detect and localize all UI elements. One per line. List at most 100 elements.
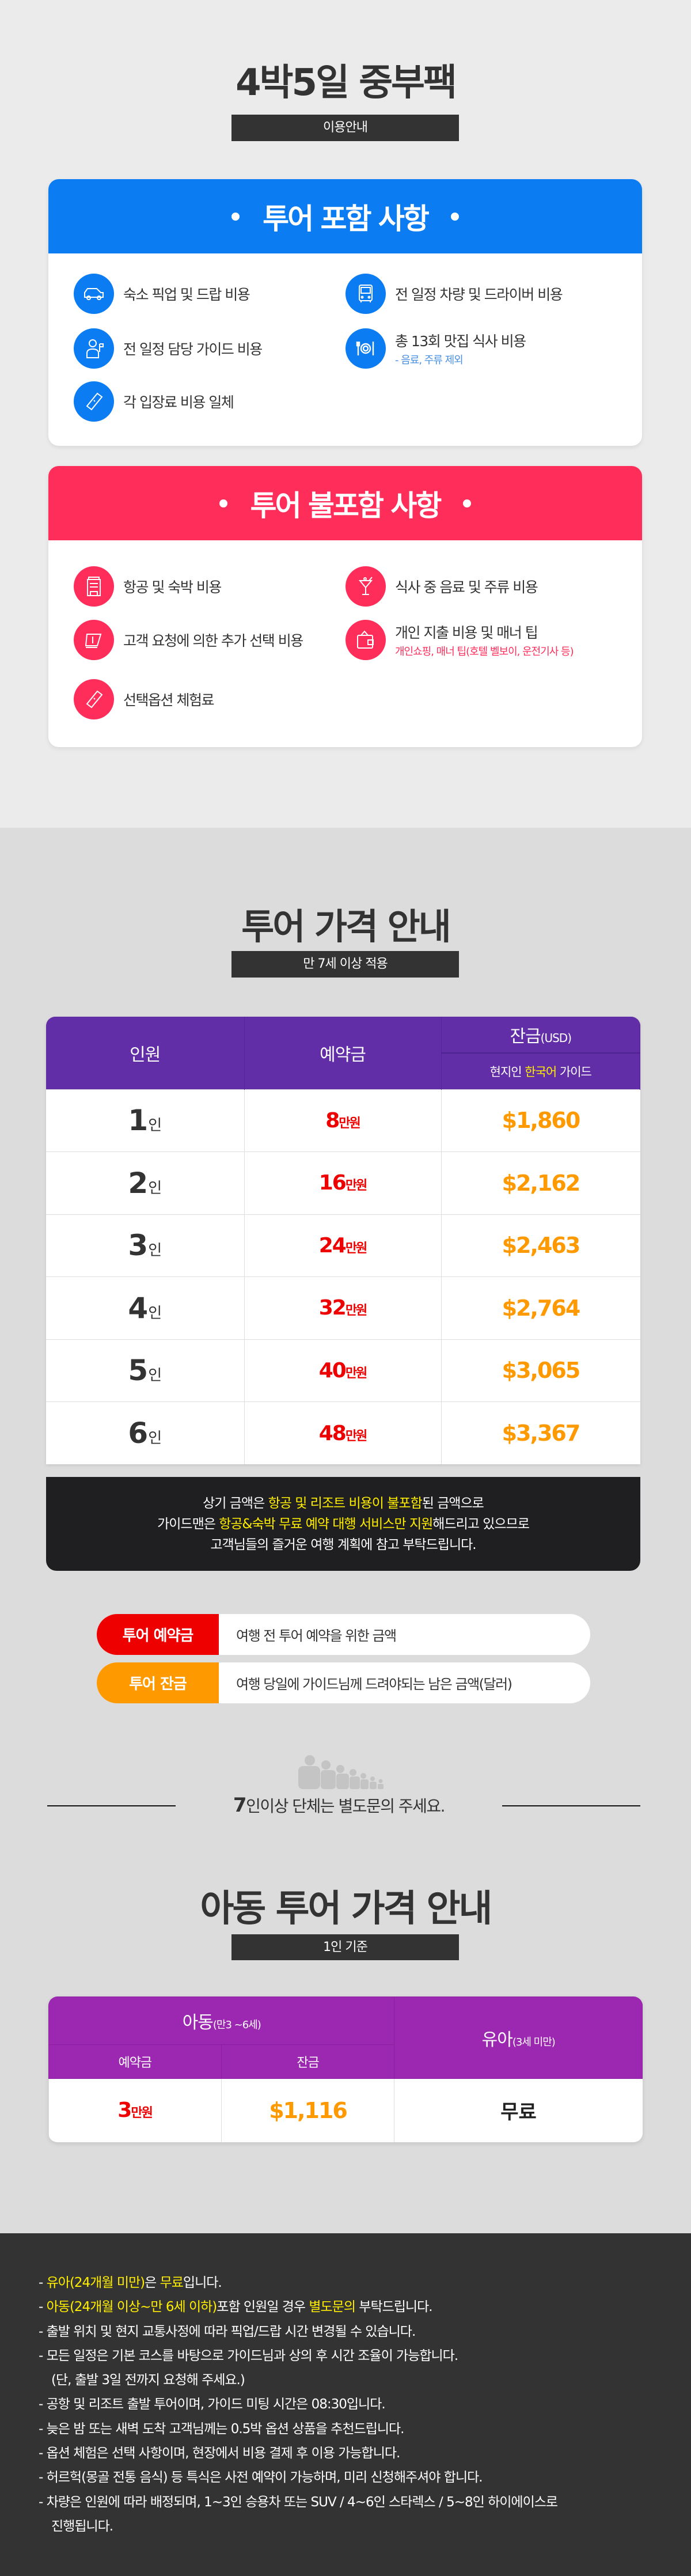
item-sublabel: 개인쇼핑, 매너 팁(호텔 벨보이, 운전기사 등) <box>395 646 574 658</box>
infant-price: 무료 <box>500 2101 537 2124</box>
note-text: 입니다. <box>183 2275 222 2290</box>
price-row: 3인 24만원 $2,463 <box>46 1214 640 1277</box>
price-row: 6인 48만원 $3,367 <box>46 1401 640 1464</box>
people-count: 4 <box>128 1291 149 1325</box>
item-label: 숙소 픽업 및 드랍 비용 <box>123 286 250 303</box>
price-title: 투어 가격 안내 <box>241 906 451 948</box>
note-text: (단, 출발 3일 전까지 요청해 주세요.) <box>51 2373 245 2388</box>
header-guide: 현지인 한국어 가이드 <box>441 1053 640 1089</box>
bullet-dot <box>450 212 459 221</box>
note-text: - 차량은 인원에 따라 배정되며, 1~3인 승용차 또는 SUV / 4~6… <box>39 2494 558 2510</box>
note-line: - 공항 및 리조트 출발 투어이며, 가이드 미팅 시간은 08:30입니다. <box>39 2392 672 2416</box>
deposit-unit: 만원 <box>345 1429 368 1444</box>
balance-cell: $3,367 <box>441 1401 640 1464</box>
deposit-cell: 32만원 <box>244 1276 442 1339</box>
note-text: - 모든 일정은 기본 코스를 바탕으로 가이드님과 상의 후 시간 조율이 가… <box>39 2348 458 2363</box>
item-label: 고객 요청에 의한 추가 선택 비용 <box>123 632 303 649</box>
bullet-dot <box>231 212 240 221</box>
included-card: 투어 포함 사항 숙소 픽업 및 드랍 비용 전 일정 차량 및 드라이버 비용… <box>48 179 642 446</box>
note-highlight: 아동(24개월 이상~만 6세 이하) <box>46 2300 218 2315</box>
note-text: 은 <box>145 2275 160 2290</box>
price-row: 4인 32만원 $2,764 <box>46 1276 640 1339</box>
header-people: 인원 <box>46 1017 245 1089</box>
included-item: 전 일정 담당 가이드 비용 <box>74 328 263 369</box>
child-label: 아동 <box>182 2013 214 2033</box>
balance-value: $2,162 <box>502 1170 581 1196</box>
people-cell: 5인 <box>46 1339 245 1402</box>
people-unit: 인 <box>148 1367 162 1385</box>
deposit-unit: 만원 <box>131 2106 153 2121</box>
note-text: - 늦은 밤 또는 새벽 도착 고객님께는 0.5박 옵션 상품을 추천드립니다… <box>39 2421 404 2437</box>
hotel-icon <box>74 566 114 607</box>
deposit-value: 48 <box>318 1421 347 1445</box>
balance-value: $3,065 <box>502 1358 581 1384</box>
header-child-balance: 잔금 <box>221 2044 395 2079</box>
included-item: 전 일정 차량 및 드라이버 비용 <box>346 274 563 314</box>
deposit-unit: 만원 <box>345 1179 368 1194</box>
group-inquiry-text: 7인이상 단체는 별도문의 주세요. <box>176 1794 502 1817</box>
notice-line: 고객님들의 즐거운 여행 계획에 참고 부탁드립니다. <box>210 1537 476 1552</box>
note-text: - 출발 위치 및 현지 교통사정에 따라 픽업/드랍 시간 변경될 수 있습니… <box>39 2324 416 2339</box>
ticket-icon <box>74 679 114 719</box>
excluded-item: 선택옵션 체험료 <box>74 679 214 719</box>
deposit-value: 8 <box>325 1108 340 1132</box>
excluded-header: 투어 불포함 사항 <box>48 466 642 540</box>
balance-value: $2,764 <box>502 1295 581 1321</box>
car-icon <box>74 274 114 314</box>
deposit-cell: 16만원 <box>244 1151 442 1214</box>
item-label: 개인 지출 비용 및 매너 팁 <box>395 624 538 641</box>
child-balance-cell: $1,116 <box>221 2078 395 2142</box>
included-item: 총 13회 맛집 식사 비용 - 음료, 주류 제외 <box>346 328 526 369</box>
notice-text: 해드리고 있으므로 <box>432 1517 530 1532</box>
people-count: 3 <box>128 1229 149 1263</box>
item-label: 각 입장료 비용 일체 <box>123 394 234 411</box>
notice-line: 가이드맨은 항공&숙박 무료 예약 대행 서비스만 지원해드리고 있으므로 <box>46 1514 640 1535</box>
people-cell: 4인 <box>46 1276 245 1339</box>
header-child-deposit: 예약금 <box>48 2044 222 2079</box>
balance-value: $3,367 <box>502 1420 581 1446</box>
note-line: - 허르헉(몽골 전통 음식) 등 특식은 사전 예약이 가능하며, 미리 신청… <box>39 2465 672 2490</box>
legend-desc: 여행 당일에 가이드님께 드려야되는 남은 금액(달러) <box>236 1676 512 1692</box>
people-unit: 인 <box>148 1242 162 1260</box>
people-count: 5 <box>128 1354 149 1388</box>
notice-line: 상기 금액은 항공 및 리조트 비용이 불포함된 금액으로 <box>46 1493 640 1514</box>
notice-text: 가이드맨은 <box>157 1517 219 1532</box>
balance-cell: $3,065 <box>441 1339 640 1402</box>
deposit-unit: 만원 <box>345 1366 368 1381</box>
notes-background <box>0 2233 691 2576</box>
item-label: 전 일정 담당 가이드 비용 <box>123 341 263 358</box>
price-table: 인원 예약금 잔금(USD) 현지인 한국어 가이드 1인 8만원 $1,860… <box>46 1017 640 1464</box>
note-highlight: 유아(24개월 미만) <box>46 2275 145 2290</box>
legend-desc: 여행 전 투어 예약을 위한 금액 <box>236 1628 397 1644</box>
note-line: - 출발 위치 및 현지 교통사정에 따라 픽업/드랍 시간 변경될 수 있습니… <box>39 2320 672 2344</box>
child-price-table: 아동(만3 ~6세) 유아(3세 미만) 예약금 잔금 3만원 $1,116 무… <box>48 1997 643 2142</box>
header-infant: 유아(3세 미만) <box>394 1997 643 2079</box>
note-text: 부탁드립니다. <box>355 2300 432 2315</box>
deposit-cell: 24만원 <box>244 1214 442 1277</box>
excluded-title: 투어 불포함 사항 <box>250 488 442 522</box>
note-line: - 모든 일정은 기본 코스를 바탕으로 가이드님과 상의 후 시간 조율이 가… <box>39 2344 672 2368</box>
included-title: 투어 포함 사항 <box>263 202 430 236</box>
legend-label: 투어 예약금 <box>97 1614 219 1655</box>
balance-cell: $2,764 <box>441 1276 640 1339</box>
note-line: 진행됩니다. <box>39 2514 672 2539</box>
price-badge: 만 7세 이상 적용 <box>231 951 459 978</box>
balance-label: 잔금 <box>510 1026 541 1047</box>
balance-cell: $1,860 <box>441 1089 640 1152</box>
people-unit: 인 <box>148 1304 162 1322</box>
divider-line <box>47 1805 176 1806</box>
item-sublabel: - 음료, 주류 제외 <box>395 354 464 366</box>
child-deposit-cell: 3만원 <box>48 2078 222 2142</box>
ticket-icon <box>74 381 114 422</box>
note-line: - 늦은 밤 또는 새벽 도착 고객님께는 0.5박 옵션 상품을 추천드립니다… <box>39 2417 672 2441</box>
balance-unit: (USD) <box>540 1031 572 1045</box>
included-item: 각 입장료 비용 일체 <box>74 381 234 422</box>
people-count: 6 <box>128 1416 149 1450</box>
header-balance: 잔금(USD) <box>441 1017 640 1054</box>
people-unit: 인 <box>148 1430 162 1447</box>
bullet-dot <box>463 499 472 507</box>
price-row: 5인 40만원 $3,065 <box>46 1339 640 1402</box>
note-text: - 허르헉(몽골 전통 음식) 등 특식은 사전 예약이 가능하며, 미리 신청… <box>39 2470 483 2486</box>
excluded-item: 고객 요청에 의한 추가 선택 비용 <box>74 620 303 660</box>
included-item: 숙소 픽업 및 드랍 비용 <box>74 274 250 314</box>
